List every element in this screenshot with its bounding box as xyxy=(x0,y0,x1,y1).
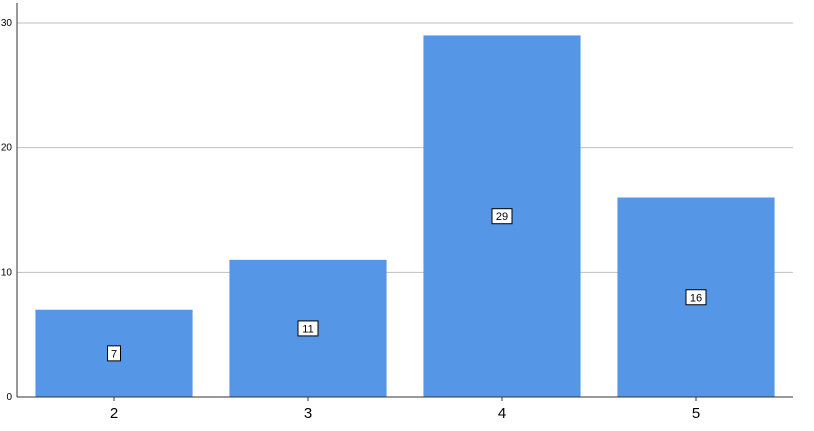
y-tick-label: 10 xyxy=(1,267,13,278)
data-label: 7 xyxy=(111,348,117,360)
y-tick-label: 30 xyxy=(1,18,13,29)
y-tick-label: 0 xyxy=(6,392,12,403)
data-label: 16 xyxy=(690,292,702,304)
y-tick-label: 20 xyxy=(1,143,13,154)
data-label: 11 xyxy=(302,323,313,335)
data-label-box xyxy=(297,320,319,337)
x-tick-label: 4 xyxy=(498,405,506,422)
labels: 0 10 20 30 2 7 3 11 4 29 5 16 xyxy=(1,18,707,422)
x-tick-label: 5 xyxy=(692,405,700,422)
x-tick-label: 2 xyxy=(110,405,118,422)
bars xyxy=(35,35,775,397)
data-label-box xyxy=(107,345,121,362)
data-label-box xyxy=(491,208,513,225)
axes xyxy=(16,3,793,401)
data-label-box xyxy=(685,289,707,306)
data-label: 29 xyxy=(496,211,508,223)
x-tick-label: 3 xyxy=(304,405,312,422)
